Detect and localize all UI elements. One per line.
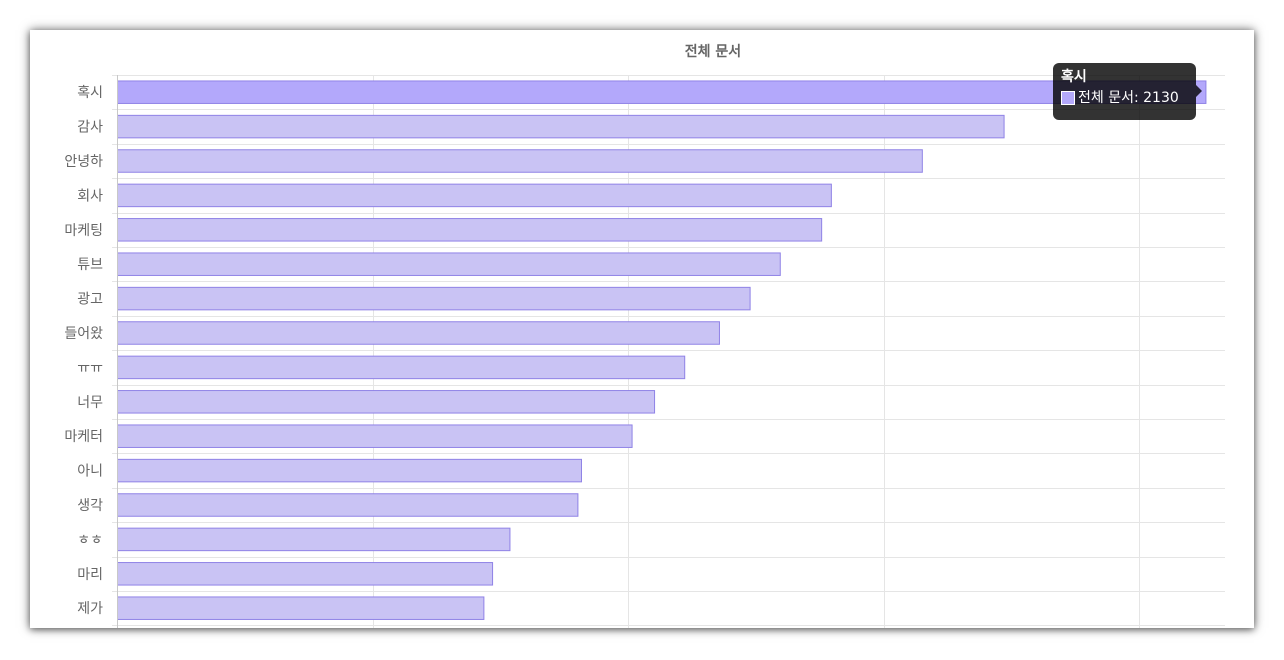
bar[interactable] (117, 252, 781, 276)
bar[interactable] (117, 562, 494, 586)
tooltip-row: 전체 문서: 2130 (1061, 90, 1188, 106)
category-label: 생각 (77, 498, 103, 514)
tooltip-color-swatch (1061, 91, 1075, 105)
category-label: 제가 (77, 601, 103, 617)
bar[interactable] (117, 80, 1207, 104)
category-label: 마케팅 (64, 223, 103, 239)
tooltip-label: 전체 문서: 2130 (1078, 90, 1179, 106)
bar[interactable] (117, 390, 656, 414)
category-label: 마케터 (64, 429, 103, 445)
category-label: 혹시 (77, 85, 103, 101)
category-label: 마리 (77, 567, 103, 583)
bar[interactable] (117, 149, 923, 173)
bar[interactable] (117, 596, 485, 620)
tooltip-title: 혹시 (1061, 69, 1087, 85)
category-label: 들어왔 (64, 326, 103, 342)
bar[interactable] (117, 218, 823, 242)
bar[interactable] (117, 424, 633, 448)
bar[interactable] (117, 321, 720, 345)
bar[interactable] (117, 183, 832, 208)
category-label: 튜브 (77, 257, 103, 273)
chart-title: 전체 문서 (685, 43, 741, 60)
chart-tooltip: 혹시 전체 문서: 2130 (1053, 63, 1202, 120)
bar[interactable] (117, 355, 686, 380)
bar[interactable] (117, 527, 511, 552)
category-label: ㅠㅠ (77, 360, 103, 376)
category-label: 회사 (77, 188, 103, 204)
bar[interactable] (117, 286, 751, 311)
category-label: ㅎㅎ (77, 532, 103, 548)
category-label: 아니 (77, 464, 103, 480)
category-label: 광고 (77, 292, 103, 308)
grid-lines (112, 75, 1225, 628)
category-label: 너무 (77, 395, 103, 411)
bar[interactable] (117, 114, 1005, 139)
category-label: 감사 (77, 120, 103, 136)
bars[interactable] (117, 80, 1207, 620)
category-label: 안녕하 (64, 154, 103, 170)
bar[interactable] (117, 493, 579, 517)
bar[interactable] (117, 458, 582, 483)
